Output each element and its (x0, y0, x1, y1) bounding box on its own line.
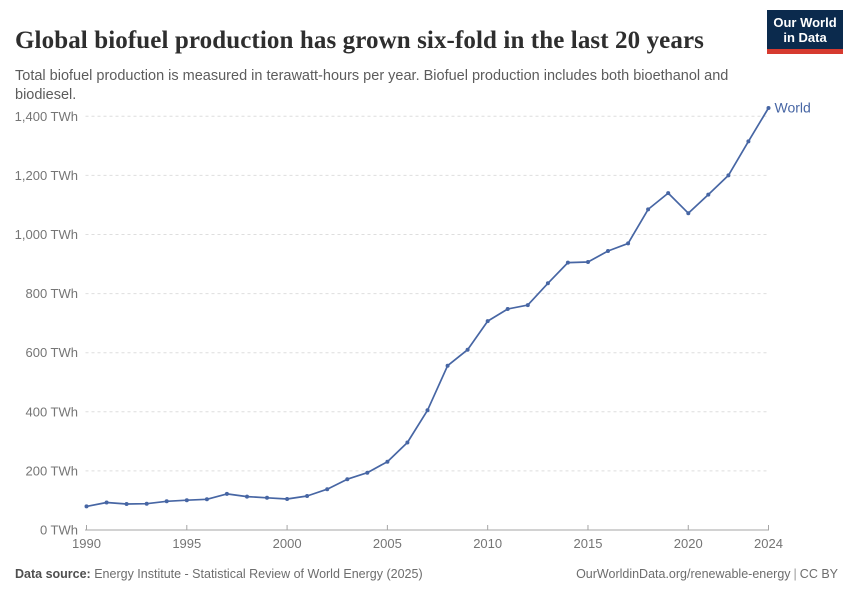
data-point[interactable] (245, 494, 249, 499)
footer-link[interactable]: OurWorldinData.org/renewable-energy (576, 567, 791, 581)
data-point[interactable] (746, 139, 751, 144)
data-point[interactable] (565, 260, 570, 265)
data-point[interactable] (224, 491, 229, 496)
series-end-label: World (775, 100, 811, 116)
data-point[interactable] (626, 241, 631, 246)
data-point[interactable] (164, 499, 169, 504)
data-source-label: Data source: (15, 567, 91, 581)
owid-logo-line1: Our World (773, 15, 837, 30)
data-point[interactable] (505, 307, 510, 311)
x-tick-label: 1995 (172, 536, 201, 551)
x-tick-label: 2024 (754, 536, 783, 551)
data-point[interactable] (385, 459, 390, 464)
data-point[interactable] (405, 440, 410, 445)
y-tick-label: 1,000 TWh (15, 227, 78, 242)
series-world[interactable]: World (84, 100, 811, 509)
data-point[interactable] (525, 303, 530, 308)
data-point[interactable] (325, 487, 330, 492)
x-tick-label: 2000 (273, 536, 302, 551)
data-point[interactable] (184, 498, 189, 503)
data-point[interactable] (545, 281, 550, 286)
y-tick-label: 400 TWh (25, 404, 78, 419)
x-tick-label: 1990 (72, 536, 101, 551)
y-gridlines (85, 115, 769, 472)
x-tick-label: 2005 (373, 536, 402, 551)
chart-title: Global biofuel production has grown six-… (15, 26, 704, 54)
x-tick-label: 2020 (674, 536, 703, 551)
data-point[interactable] (485, 319, 490, 324)
footer-divider: | (793, 567, 797, 581)
x-tick-label: 2010 (473, 536, 502, 551)
data-point[interactable] (646, 207, 651, 212)
data-point[interactable] (345, 477, 350, 482)
data-point[interactable] (265, 495, 269, 500)
data-line[interactable] (85, 107, 770, 508)
data-point[interactable] (706, 192, 711, 197)
owid-logo[interactable]: Our World in Data (767, 10, 843, 54)
y-tick-label: 1,400 TWh (15, 109, 78, 124)
data-point[interactable] (305, 494, 310, 498)
license-label[interactable]: CC BY (799, 567, 838, 581)
data-point[interactable] (84, 504, 89, 509)
owid-logo-line2: in Data (783, 30, 827, 45)
data-source: Data source: Energy Institute - Statisti… (15, 567, 423, 581)
data-point[interactable] (285, 497, 290, 501)
data-point[interactable] (465, 347, 470, 352)
data-point[interactable] (365, 470, 370, 475)
chart-subtitle: Total biofuel production is measured in … (15, 67, 729, 103)
data-point[interactable] (104, 500, 109, 505)
data-point[interactable] (445, 363, 450, 368)
data-point[interactable] (726, 173, 731, 178)
data-point[interactable] (204, 497, 209, 502)
chart-canvas[interactable]: 0 TWh 200 TWh 400 TWh 600 TWh 800 TWh 1,000 T… (0, 95, 850, 560)
x-tick-label: 2015 (574, 536, 603, 551)
y-tick-label: 600 TWh (25, 345, 78, 360)
y-tick-label: 800 TWh (25, 286, 78, 301)
x-axis: 1990 1995 2000 2005 2010 2015 2020 2024 (72, 525, 783, 551)
data-point[interactable] (144, 501, 149, 506)
data-point[interactable] (124, 502, 129, 506)
data-point[interactable] (606, 249, 610, 253)
footer-links: OurWorldinData.org/renewable-energy | CC B… (576, 567, 838, 581)
data-point[interactable] (766, 106, 771, 110)
data-point[interactable] (425, 408, 430, 413)
y-tick-label: 1,200 TWh (15, 168, 78, 183)
data-source-value: Energy Institute - Statistical Review of… (94, 567, 423, 581)
y-axis-labels: 0 TWh 200 TWh 400 TWh 600 TWh 800 TWh 1,000 T… (15, 109, 78, 538)
data-point[interactable] (686, 211, 691, 216)
data-point[interactable] (586, 260, 590, 264)
chart-footer: Data source: Energy Institute - Statisti… (15, 567, 838, 581)
y-tick-label: 0 TWh (40, 523, 78, 538)
y-tick-label: 200 TWh (25, 463, 78, 478)
data-point[interactable] (666, 191, 671, 196)
